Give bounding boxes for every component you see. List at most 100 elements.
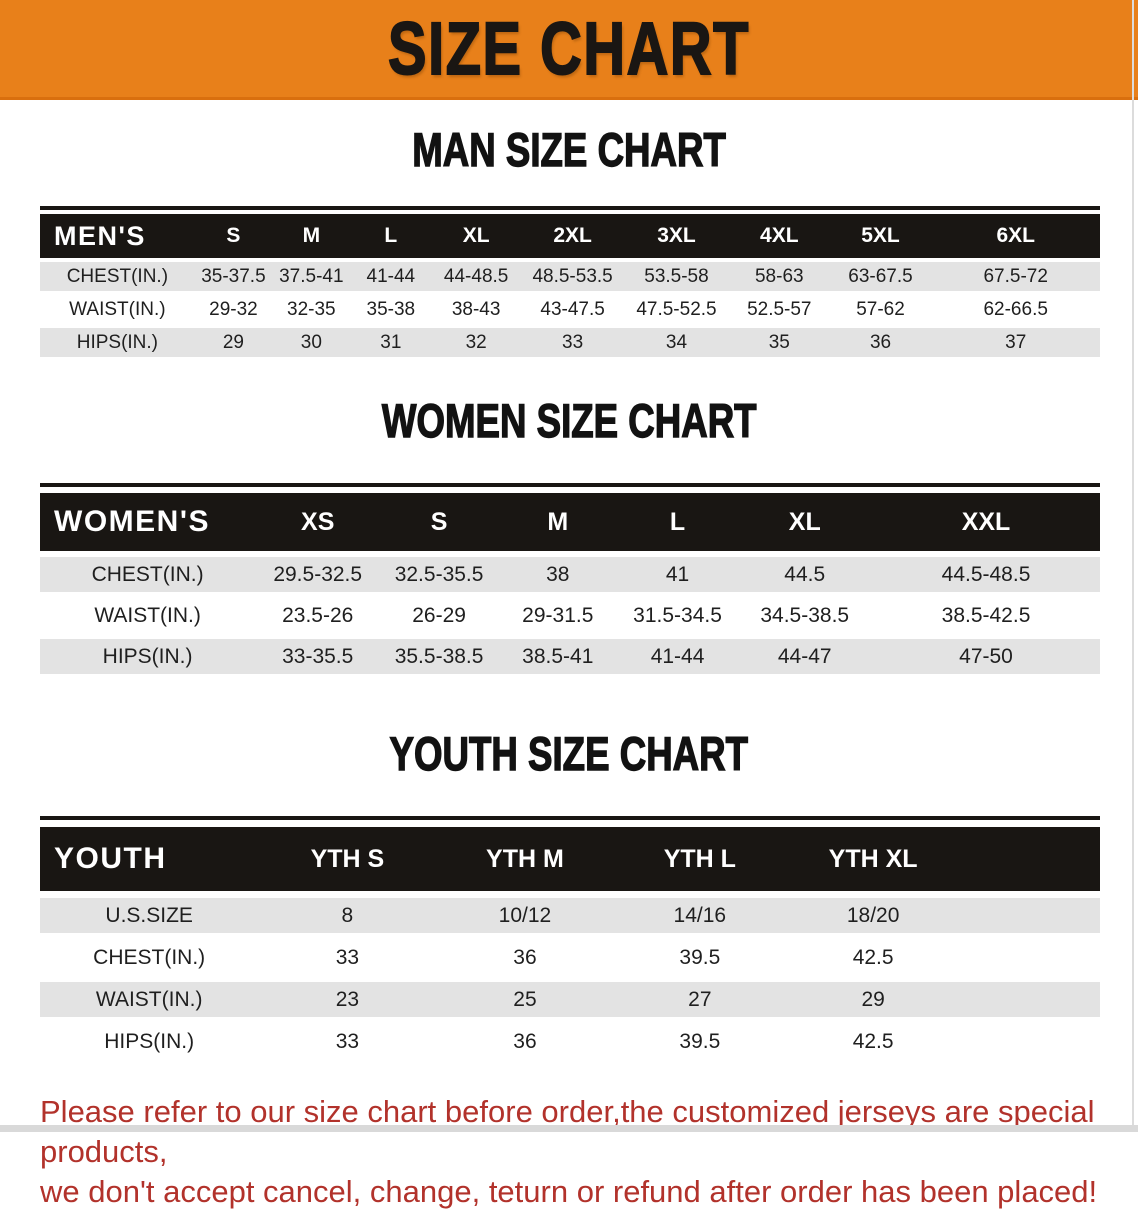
youth-section-heading: YOUTH SIZE CHART bbox=[0, 727, 1138, 790]
size-value: 36 bbox=[436, 1024, 614, 1059]
measurement-label: CHEST(IN.) bbox=[40, 557, 256, 592]
size-value: 44.5 bbox=[737, 557, 873, 592]
page-edge-bottom bbox=[0, 1125, 1138, 1132]
size-value: 44-47 bbox=[737, 639, 873, 674]
women-size-chart-title: WOMEN SIZE CHART bbox=[381, 394, 757, 447]
size-value: 29 bbox=[786, 982, 961, 1017]
size-value: 26-29 bbox=[380, 598, 498, 633]
size-value: 47-50 bbox=[872, 639, 1100, 674]
size-value: 23 bbox=[258, 982, 437, 1017]
size-column-header: 2XL bbox=[521, 214, 625, 258]
size-column-header: YTH L bbox=[613, 827, 787, 891]
size-value: 32-35 bbox=[272, 295, 351, 324]
youth-header-row: YOUTH YTH S YTH M YTH L YTH XL bbox=[40, 827, 1100, 891]
size-value: 35-37.5 bbox=[194, 262, 273, 291]
size-column-header: 3XL bbox=[624, 214, 729, 258]
size-value: 27 bbox=[613, 982, 787, 1017]
size-column-header: XS bbox=[255, 493, 381, 551]
size-value: 35 bbox=[728, 328, 830, 357]
spacer-cell bbox=[960, 940, 1100, 975]
size-value: 43-47.5 bbox=[521, 295, 625, 324]
measurement-label: WAIST(IN.) bbox=[40, 295, 195, 324]
size-value: 32.5-35.5 bbox=[380, 557, 498, 592]
size-value: 47.5-52.5 bbox=[624, 295, 729, 324]
measurement-label: U.S.SIZE bbox=[40, 898, 259, 933]
size-value: 41 bbox=[617, 557, 738, 592]
size-value: 34 bbox=[624, 328, 729, 357]
women-size-table: WOMEN'S XS S M L XL XXL CHEST(IN.) 29.5-32.5 32.… bbox=[40, 483, 1100, 680]
spacer-cell bbox=[960, 898, 1100, 933]
group-label: MEN'S bbox=[40, 214, 195, 258]
size-value: 33 bbox=[258, 1024, 437, 1059]
size-value: 29.5-32.5 bbox=[255, 557, 381, 592]
size-column-header: S bbox=[194, 214, 273, 258]
measurement-row: HIPS(IN.) 33 36 39.5 42.5 bbox=[40, 1024, 1100, 1059]
size-column-header: YTH M bbox=[436, 827, 614, 891]
size-value: 30 bbox=[272, 328, 351, 357]
measurement-label: CHEST(IN.) bbox=[40, 940, 259, 975]
measurement-row: CHEST(IN.) 33 36 39.5 42.5 bbox=[40, 940, 1100, 975]
size-value: 42.5 bbox=[786, 940, 961, 975]
youth-size-chart-title: YOUTH SIZE CHART bbox=[389, 727, 749, 780]
size-value: 62-66.5 bbox=[931, 295, 1100, 324]
size-value: 39.5 bbox=[613, 940, 787, 975]
size-value: 52.5-57 bbox=[728, 295, 830, 324]
size-value: 37.5-41 bbox=[272, 262, 351, 291]
size-chart-banner: SIZE CHART bbox=[0, 0, 1138, 100]
men-size-table: MEN'S S M L XL 2XL 3XL 4XL 5XL 6XL CHEST(IN.) 35-3… bbox=[40, 206, 1100, 361]
size-column-header: 6XL bbox=[931, 214, 1100, 258]
size-column-header: L bbox=[617, 493, 738, 551]
size-value: 8 bbox=[258, 898, 437, 933]
size-value: 38.5-42.5 bbox=[872, 598, 1100, 633]
size-value: 31.5-34.5 bbox=[617, 598, 738, 633]
measurement-row: HIPS(IN.) 29 30 31 32 33 34 35 36 37 bbox=[40, 328, 1100, 357]
youth-size-table: YOUTH YTH S YTH M YTH L YTH XL U.S.SIZE 8 10/1… bbox=[40, 816, 1100, 1066]
size-value: 14/16 bbox=[613, 898, 787, 933]
size-value: 25 bbox=[436, 982, 614, 1017]
size-value: 67.5-72 bbox=[931, 262, 1100, 291]
size-value: 58-63 bbox=[728, 262, 830, 291]
measurement-row: HIPS(IN.) 33-35.5 35.5-38.5 38.5-41 41-44 44-… bbox=[40, 639, 1100, 674]
measurement-row: U.S.SIZE 8 10/12 14/16 18/20 bbox=[40, 898, 1100, 933]
size-column-header: XL bbox=[737, 493, 873, 551]
order-policy-line-1: Please refer to our size chart before or… bbox=[40, 1094, 1095, 1169]
size-value: 36 bbox=[829, 328, 932, 357]
order-policy-line-2: we don't accept cancel, change, teturn o… bbox=[40, 1174, 1098, 1209]
spacer-cell bbox=[960, 1024, 1100, 1059]
size-column-header: YTH XL bbox=[786, 827, 961, 891]
size-column-header: 5XL bbox=[829, 214, 932, 258]
size-value: 32 bbox=[431, 328, 522, 357]
size-value: 29-31.5 bbox=[497, 598, 618, 633]
measurement-label: WAIST(IN.) bbox=[40, 982, 259, 1017]
size-value: 37 bbox=[931, 328, 1100, 357]
size-value: 38.5-41 bbox=[497, 639, 618, 674]
measurement-row: WAIST(IN.) 23 25 27 29 bbox=[40, 982, 1100, 1017]
size-value: 41-44 bbox=[617, 639, 738, 674]
size-column-header: XXL bbox=[872, 493, 1100, 551]
size-value: 44-48.5 bbox=[431, 262, 522, 291]
page-edge-right bbox=[1132, 0, 1134, 1132]
group-label: WOMEN'S bbox=[40, 493, 256, 551]
size-value: 35-38 bbox=[350, 295, 432, 324]
size-value: 38-43 bbox=[431, 295, 522, 324]
size-column-header: M bbox=[497, 493, 618, 551]
size-value: 33 bbox=[258, 940, 437, 975]
group-label: YOUTH bbox=[40, 827, 259, 891]
size-value: 48.5-53.5 bbox=[521, 262, 625, 291]
size-value: 35.5-38.5 bbox=[380, 639, 498, 674]
size-value: 63-67.5 bbox=[829, 262, 932, 291]
men-header-row: MEN'S S M L XL 2XL 3XL 4XL 5XL 6XL bbox=[40, 214, 1100, 258]
size-value: 29-32 bbox=[194, 295, 273, 324]
spacer-cell bbox=[960, 982, 1100, 1017]
size-value: 42.5 bbox=[786, 1024, 961, 1059]
size-column-header: L bbox=[350, 214, 432, 258]
size-value: 10/12 bbox=[436, 898, 614, 933]
size-value: 53.5-58 bbox=[624, 262, 729, 291]
size-value: 33-35.5 bbox=[255, 639, 381, 674]
size-value: 18/20 bbox=[786, 898, 961, 933]
man-section-heading: MAN SIZE CHART bbox=[0, 125, 1138, 186]
size-value: 29 bbox=[194, 328, 273, 357]
measurement-row: CHEST(IN.) 35-37.5 37.5-41 41-44 44-48.5 48.5… bbox=[40, 262, 1100, 291]
size-value: 38 bbox=[497, 557, 618, 592]
size-value: 57-62 bbox=[829, 295, 932, 324]
